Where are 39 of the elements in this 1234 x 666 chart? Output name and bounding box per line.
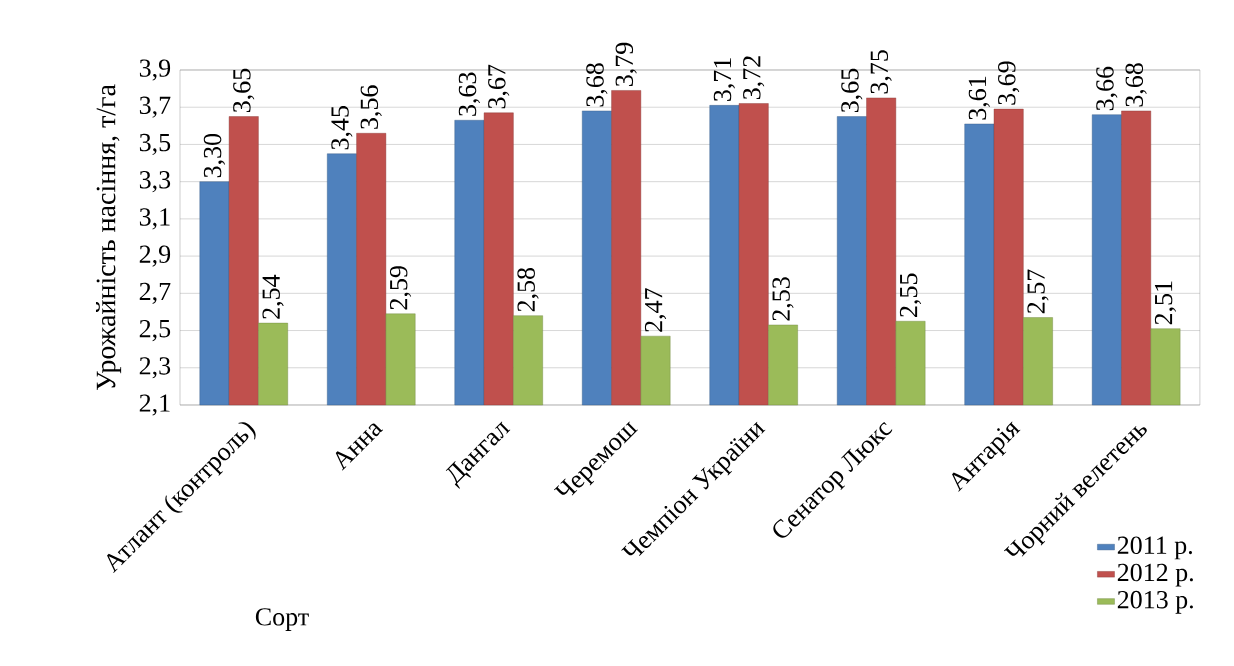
y-tick-label: 2,5 — [139, 319, 171, 342]
y-tick-label: 3,5 — [139, 133, 171, 156]
y-tick-label: 2,1 — [139, 394, 170, 416]
legend-label: 2013 р. — [1117, 590, 1193, 614]
data-label: 2,51 — [1154, 281, 1177, 325]
data-label: 3,71 — [713, 58, 735, 101]
data-label: 2,54 — [262, 274, 284, 319]
data-label: 3,65 — [233, 68, 255, 113]
data-label: 2,47 — [644, 288, 667, 332]
legend-label: 2011 р. — [1117, 536, 1192, 560]
data-label: 2,59 — [389, 266, 412, 310]
data-label: 3,68 — [1125, 63, 1147, 107]
y-tick-label: 3,1 — [139, 208, 170, 230]
data-label: 3,30 — [203, 133, 226, 178]
data-label: 3,72 — [743, 56, 765, 100]
data-label: 3,79 — [615, 42, 637, 87]
data-label: 3,65 — [841, 68, 863, 113]
data-label: 2,57 — [1027, 269, 1049, 314]
y-tick-label: 3,9 — [139, 59, 171, 81]
data-label: 3,45 — [331, 106, 353, 150]
data-label: 3,63 — [458, 72, 481, 116]
data-label: 2,58 — [517, 267, 539, 312]
x-axis-title: Сорт — [255, 608, 309, 631]
data-label: 3,56 — [360, 85, 382, 129]
data-label: 3,66 — [1096, 66, 1118, 111]
data-label: 3,61 — [968, 76, 990, 120]
y-tick-label: 2,7 — [139, 282, 171, 304]
data-label: 3,67 — [488, 64, 510, 109]
data-label: 3,75 — [870, 50, 892, 94]
legend-label: 2012 р. — [1117, 563, 1193, 587]
y-tick-label: 3,3 — [139, 171, 171, 193]
data-label: 3,69 — [998, 61, 1020, 105]
y-axis-title: Урожайність насіння, т/га — [95, 84, 122, 391]
data-label: 3,68 — [586, 63, 608, 107]
data-label: 2,55 — [899, 273, 922, 317]
y-tick-label: 2,3 — [139, 357, 171, 379]
data-label: 2,53 — [772, 277, 794, 321]
y-tick-label: 3,7 — [139, 96, 171, 118]
y-tick-label: 2,9 — [139, 245, 171, 267]
